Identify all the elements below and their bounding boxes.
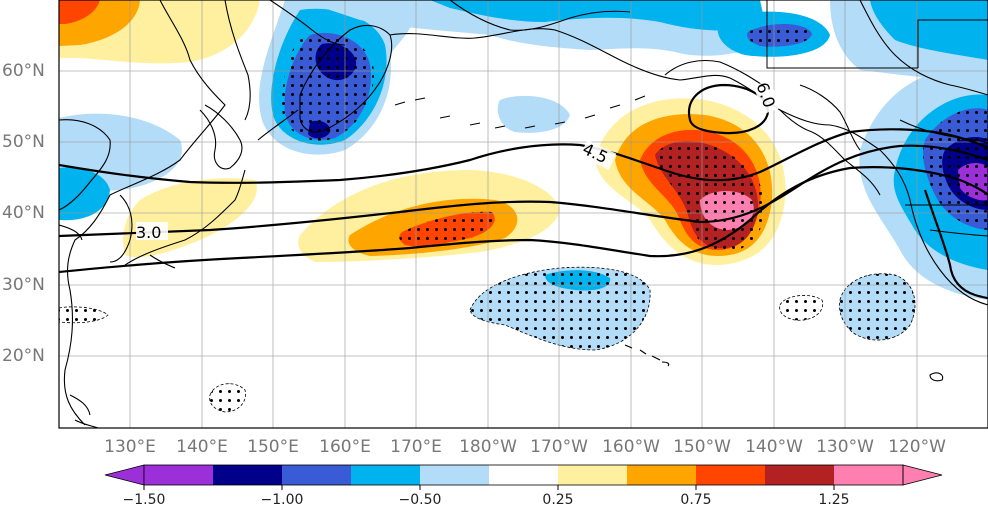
- map-frame: [58, 0, 988, 429]
- colorbar-bin: [558, 465, 627, 485]
- colorbar-tick-label: −1.50: [122, 492, 166, 508]
- longitude-label: 140°E: [176, 437, 228, 457]
- map-panel: 3.0 4.5 6.0: [59, 0, 988, 428]
- region-box: [766, 0, 988, 69]
- colorbar-bin: [627, 465, 696, 485]
- coastlines: [59, 0, 988, 428]
- longitude-label: 130°E: [104, 437, 156, 457]
- contour-line-3-0: [59, 144, 988, 238]
- longitude-label: 180°W: [459, 437, 517, 457]
- colorbar-bin: [144, 465, 213, 485]
- colorbar-extend-high: [902, 464, 943, 486]
- contour-label-3-0: 3.0: [136, 223, 161, 242]
- latitude-label: 50°N: [2, 132, 45, 152]
- longitude-label: 130°W: [816, 437, 874, 457]
- colorbar-tick-label: 1.25: [818, 492, 850, 508]
- colorbar-frame: [143, 464, 904, 486]
- latitude-label: 20°N: [2, 346, 45, 366]
- longitude-label: 160°E: [319, 437, 371, 457]
- colorbar-bin: [489, 465, 558, 485]
- longitude-label: 160°W: [602, 437, 660, 457]
- colorbar-extend-low: [104, 464, 145, 486]
- contour-line-3-0-south: [59, 166, 988, 274]
- colorbar-bin: [282, 465, 351, 485]
- colorbar: [104, 464, 943, 490]
- colorbar-tick-label: 0.25: [542, 492, 574, 508]
- colorbar-bin: [420, 465, 489, 485]
- latitude-label: 40°N: [2, 203, 45, 223]
- colorbar-bin: [213, 465, 282, 485]
- longitude-label: 150°E: [247, 437, 299, 457]
- longitude-label: 170°W: [530, 437, 588, 457]
- colorbar-tick-label: 0.75: [680, 492, 712, 508]
- latitude-label: 30°N: [2, 275, 45, 295]
- longitude-label: 150°W: [673, 437, 731, 457]
- contour-lines: [59, 83, 988, 300]
- latitude-label: 60°N: [2, 61, 45, 81]
- colorbar-bin: [834, 465, 903, 485]
- colorbar-bin: [765, 465, 834, 485]
- longitude-label: 140°W: [745, 437, 803, 457]
- colorbar-bin: [351, 465, 420, 485]
- longitude-label: 170°E: [390, 437, 442, 457]
- longitude-label: 120°W: [888, 437, 946, 457]
- colorbar-tick-label: −0.50: [398, 492, 442, 508]
- colorbar-tick-label: −1.00: [260, 492, 304, 508]
- contour-line-west-us: [923, 189, 988, 300]
- contour-line-4-5: [59, 128, 988, 184]
- colorbar-bin: [696, 465, 765, 485]
